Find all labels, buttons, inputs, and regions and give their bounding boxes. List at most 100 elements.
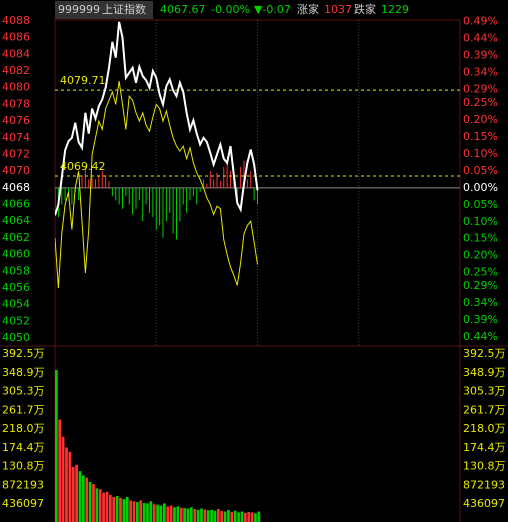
y-tick-label: 4066: [2, 198, 30, 211]
y-tick-label: 4064: [2, 214, 30, 227]
volume-bar: [68, 451, 72, 522]
y-tick-label: 4086: [2, 31, 30, 44]
volume-bar: [139, 500, 143, 522]
y2-tick-label: 0.15%: [463, 232, 498, 245]
change: ▼-0.07: [254, 3, 291, 16]
volume-bar: [142, 502, 146, 522]
volume-bar: [152, 504, 156, 522]
index-name: 上证指数: [102, 2, 146, 16]
volume-bar: [129, 500, 132, 522]
volume-bar: [186, 508, 190, 522]
y-tick-label: 4078: [2, 97, 30, 110]
y-tick-label: 130.8万: [2, 460, 45, 473]
y2-tick-label: 0.39%: [463, 48, 498, 61]
volume-bar: [156, 504, 159, 522]
volume-bar: [132, 501, 136, 522]
y2-tick-label: 392.5万: [463, 347, 506, 360]
reference-label: 4069.42: [60, 160, 106, 173]
reference-label: 4079.71: [60, 74, 106, 87]
volume-bar: [82, 475, 85, 522]
volume-bar: [247, 512, 251, 522]
volume-bar: [166, 506, 170, 522]
volume-bar: [240, 511, 244, 522]
y-tick-label: 218.0万: [2, 422, 45, 435]
y2-tick-label: 174.4万: [463, 441, 506, 454]
y-tick-label: 4058: [2, 264, 30, 277]
volume-bar: [119, 497, 122, 522]
y-tick-label: 261.7万: [2, 403, 45, 416]
volume-bar: [85, 477, 89, 522]
volume-panel: [55, 370, 261, 522]
y2-tick-label: 0.34%: [463, 65, 498, 78]
volume-bar: [193, 508, 197, 522]
code: 999999: [58, 3, 100, 16]
y-tick-label: 4054: [2, 298, 30, 311]
y-tick-label: 4076: [2, 114, 30, 127]
volume-bar: [75, 464, 78, 522]
y-tick-label: 4082: [2, 64, 30, 77]
volume-bar: [88, 481, 92, 522]
y-tick-label: 305.3万: [2, 385, 45, 398]
name-box: [55, 1, 153, 19]
y-tick-label: 4050: [2, 331, 30, 344]
y2-tick-label: 0.29%: [463, 82, 498, 95]
volume-bar: [257, 511, 261, 522]
volume-bar: [200, 508, 203, 522]
axes: 4088 4086 4084 4082 4080 4078 4076 4074 4072 4070…: [2, 14, 506, 510]
y2-tick-label: 0.10%: [463, 215, 498, 228]
y2-tick-label: 0.05%: [463, 198, 498, 211]
volume-bar: [115, 496, 119, 522]
y-tick-label: 4088: [2, 14, 30, 27]
volume-bar: [196, 509, 200, 522]
volume-bar: [206, 510, 210, 522]
volume-bar: [125, 496, 129, 522]
y-tick-label: 4070: [2, 164, 30, 177]
volume-bar: [109, 494, 112, 522]
up-count: 1037: [324, 3, 352, 16]
volume-bar: [254, 513, 257, 522]
volume-bar: [65, 447, 68, 522]
volume-bar: [220, 511, 224, 522]
volume-bar: [95, 488, 99, 522]
volume-bar: [173, 507, 176, 522]
volume-bar: [122, 499, 126, 522]
volume-bar: [203, 509, 207, 522]
volume-bar: [136, 502, 139, 522]
y2-tick-label: 0.15%: [463, 130, 498, 143]
volume-bar: [233, 510, 237, 522]
volume-bar: [213, 510, 217, 522]
volume-bar: [78, 471, 82, 522]
y-tick-label: 392.5万: [2, 347, 45, 360]
price-line: [55, 21, 259, 216]
volume-bar: [176, 506, 180, 522]
down-label: 跌家: [354, 2, 376, 16]
y-tick-label: 4052: [2, 314, 30, 327]
price: 4067.67: [160, 3, 206, 16]
volume-bar: [244, 512, 247, 522]
y2-tick-label: 0.20%: [463, 113, 498, 126]
y2-tick-label: 0.00%: [463, 181, 498, 194]
volume-bar: [159, 505, 163, 522]
y-tick-label: 4056: [2, 281, 30, 294]
volume-bar: [179, 507, 183, 522]
volume-bar: [55, 370, 58, 522]
y-tick-label: 4084: [2, 47, 30, 60]
price-line: [55, 80, 258, 288]
volume-bar: [71, 466, 75, 522]
y2-tick-label: 436097: [463, 497, 505, 510]
volume-bar: [146, 503, 149, 522]
volume-bar: [149, 501, 153, 522]
y2-tick-label: 130.8万: [463, 460, 506, 473]
volume-bar: [163, 503, 166, 522]
volume-bar: [92, 484, 95, 522]
y2-tick-label: 0.34%: [463, 296, 498, 309]
y-tick-label: 4074: [2, 131, 30, 144]
price-panel: [55, 20, 460, 346]
volume-bar: [237, 512, 240, 522]
volume-bar: [61, 436, 65, 522]
y2-tick-label: 0.49%: [463, 15, 498, 28]
y2-tick-label: 261.7万: [463, 403, 506, 416]
volume-bar: [217, 508, 220, 522]
y2-tick-label: 0.20%: [463, 249, 498, 262]
